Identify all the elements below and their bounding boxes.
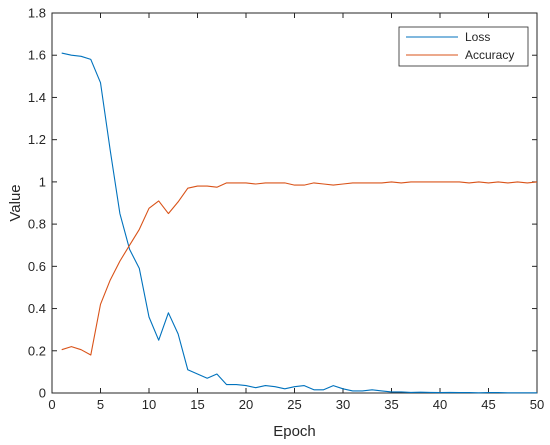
y-tick-label: 1.2 xyxy=(28,132,46,147)
y-tick-label: 0.8 xyxy=(28,217,46,232)
x-tick-label: 45 xyxy=(481,397,495,412)
legend-label-loss: Loss xyxy=(465,30,490,44)
x-tick-label: 15 xyxy=(190,397,204,412)
axis-ticks: 0 5 10 15 20 25 30 35 40 45 50 0 0.2 0.4 0.6 0.8 1 1.2 1.4… xyxy=(28,6,544,413)
x-tick-label: 0 xyxy=(48,397,55,412)
legend-label-accuracy: Accuracy xyxy=(465,48,514,62)
legend-box xyxy=(398,26,529,67)
x-tick-label: 40 xyxy=(433,397,447,412)
x-tick-label: 10 xyxy=(142,397,156,412)
y-tick-label: 0.2 xyxy=(28,343,46,358)
series-group xyxy=(61,52,538,394)
x-tick-label: 50 xyxy=(530,397,544,412)
y-tick-label: 1.4 xyxy=(28,90,46,105)
y-tick-label: 0 xyxy=(39,386,46,401)
y-axis-label: Value xyxy=(7,184,24,221)
plot-area xyxy=(51,12,538,394)
x-tick-label: 20 xyxy=(239,397,253,412)
x-tick-label: 5 xyxy=(97,397,104,412)
y-tick-label: 1.8 xyxy=(28,6,46,21)
x-axis-label: Epoch xyxy=(273,423,316,440)
series-line-accuracy xyxy=(61,181,538,356)
series-line-loss xyxy=(61,52,537,394)
y-tick-label: 1 xyxy=(39,174,46,189)
legend: Loss Accuracy xyxy=(398,26,529,67)
y-tick-label: 1.6 xyxy=(28,48,46,63)
x-tick-label: 25 xyxy=(287,397,301,412)
y-tick-label: 0.4 xyxy=(28,301,46,316)
y-tick-label: 0.6 xyxy=(28,259,46,274)
x-tick-label: 35 xyxy=(384,397,398,412)
x-tick-label: 30 xyxy=(336,397,350,412)
